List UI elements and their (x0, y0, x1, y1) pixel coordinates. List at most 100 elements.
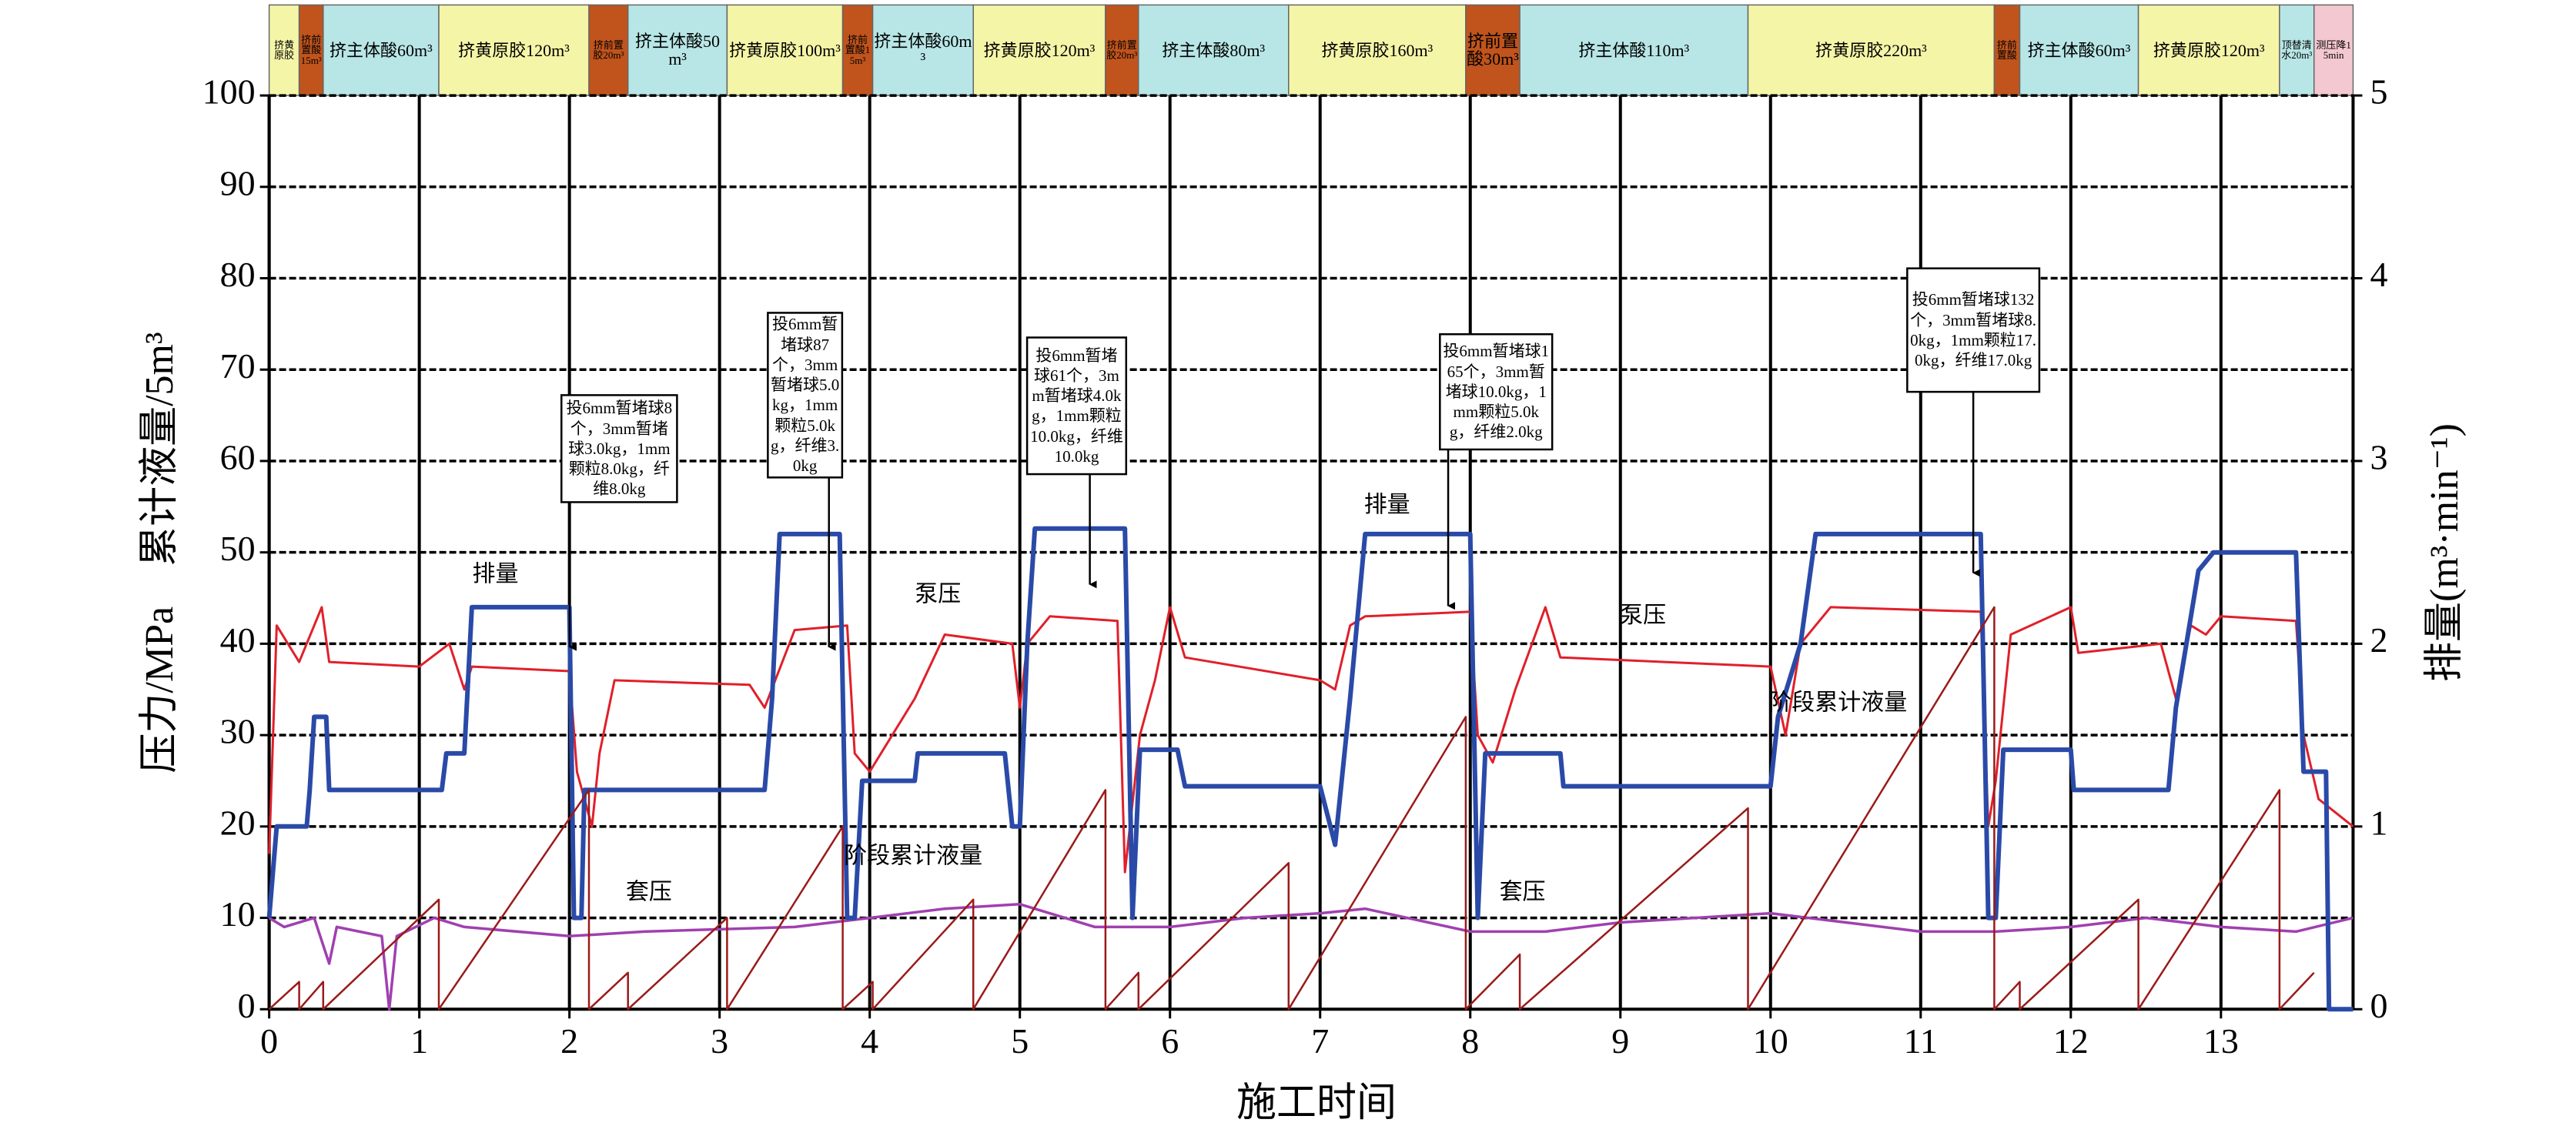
stage-block (1288, 4, 1467, 96)
y2-tick-label: 3 (2370, 438, 2387, 477)
stage-label-box: 挤主体酸80m³ (1162, 40, 1266, 60)
x-tick-label: 10 (1753, 1021, 1788, 1061)
x-tick-label: 2 (560, 1021, 578, 1061)
stage-label-box: 挤主体酸60m³ (330, 40, 433, 60)
stage-block (1465, 4, 1521, 96)
annotation-text-box: 投6mm暂堵球132个，3mm暂堵球8.0kg，1mm颗粒17.0kg，纤维17… (1910, 290, 2037, 370)
stage-block (2019, 4, 2139, 96)
stage-block (841, 4, 874, 96)
annotation-text-box: 投6mm暂堵球8个，3mm暂堵球3.0kg，1mm颗粒8.0kg，纤维8.0kg (566, 399, 673, 499)
y-tick-label: 0 (238, 986, 256, 1025)
stage-label-box: 挤黄原胶220m³ (1815, 40, 1927, 60)
y-tick-label: 90 (220, 163, 256, 202)
stage-label: 挤黄原胶220m³ (1815, 40, 1927, 60)
stage-block (268, 4, 300, 96)
stage-block (2313, 4, 2354, 96)
stage-label-box: 挤前置胶20m³ (1106, 38, 1138, 62)
annotation-text: 投6mm暂堵球8个，3mm暂堵球3.0kg，1mm颗粒8.0kg，纤维8.0kg (566, 399, 673, 499)
stage-label-box: 挤前置酸15m³ (300, 33, 322, 67)
stage-block (627, 4, 728, 96)
annotation-text-box: 投6mm暂堵球87个，3mm暂堵球5.0kg，1mm颗粒5.0kg，纤维3.0k… (770, 315, 840, 476)
stage-label: 挤主体酸60m³ (874, 32, 972, 69)
stage-label: 挤主体酸80m³ (1162, 40, 1266, 60)
y-tick-label: 50 (220, 529, 256, 568)
x-tick-label: 8 (1461, 1021, 1479, 1061)
stage-label-box: 挤黄原胶100m³ (729, 40, 841, 60)
annotation-text-box: 投6mm暂堵球165个，3mm暂堵球10.0kg，1mm颗粒5.0kg，纤维2.… (1443, 342, 1549, 441)
series-label: 排量 (1364, 493, 1410, 518)
stage-block (323, 4, 440, 96)
series-line (268, 903, 2354, 1011)
stage-label: 挤黄原胶120m³ (2153, 40, 2265, 60)
stage-block (2137, 4, 2280, 96)
x-axis-label: 施工时间 (1236, 1081, 1397, 1125)
y-tick-label: 60 (220, 438, 256, 477)
stage-block (1993, 4, 2021, 96)
stage-label-box: 挤前置酸15m³ (845, 33, 871, 67)
stage-label: 挤前置酸 (1996, 38, 2017, 62)
annotation-text: 投6mm暂堵球87个，3mm暂堵球5.0kg，1mm颗粒5.0kg，纤维3.0k… (770, 315, 840, 476)
x-tick-label: 3 (711, 1021, 728, 1061)
stage-label-box: 挤前置酸30m³ (1467, 32, 1519, 69)
stage-label-box: 挤前置胶20m³ (593, 39, 624, 60)
annotation-box (1906, 267, 2041, 393)
stage-label: 挤主体酸60m³ (330, 40, 433, 60)
y-tick-label: 30 (220, 712, 256, 751)
stage-label: 挤前置酸15m³ (300, 33, 322, 67)
stage-label: 挤黄原胶100m³ (729, 40, 841, 60)
series-label: 套压 (1500, 879, 1546, 904)
stage-label: 挤前置酸15m³ (845, 33, 871, 67)
x-tick-label: 1 (410, 1021, 428, 1061)
y-axis-label: 压力/MPa 累计液量/5m³ (138, 332, 182, 773)
x-tick-label: 13 (2203, 1021, 2239, 1061)
y2-tick-label: 1 (2370, 803, 2387, 842)
stage-label-box: 挤黄原胶 (274, 38, 295, 62)
stage-block (2279, 4, 2315, 96)
series-label: 阶段累计液量 (844, 843, 982, 868)
x-tick-label: 6 (1161, 1021, 1179, 1061)
stage-label-box: 挤黄原胶120m³ (458, 40, 570, 60)
stage-block (1138, 4, 1290, 96)
stage-label: 挤前置胶20m³ (1106, 38, 1138, 62)
series-line (268, 606, 2315, 1011)
y-tick-label: 40 (220, 620, 256, 660)
stage-label: 挤前置酸30m³ (1467, 32, 1519, 69)
series-label: 阶段累计液量 (1768, 690, 1907, 715)
stage-block (1747, 4, 1996, 96)
stage-label-box: 挤主体酸60m³ (2027, 40, 2131, 60)
stage-label-box: 挤前置酸 (1996, 38, 2017, 62)
x-tick-label: 7 (1311, 1021, 1329, 1061)
annotation-text: 投6mm暂堵球61个，3mm暂堵球4.0kg，1mm颗粒10.0kg，纤维10.… (1030, 346, 1123, 466)
y2-tick-label: 2 (2370, 620, 2387, 660)
annotation-box (767, 312, 844, 479)
annotation-box (1439, 332, 1554, 451)
stage-label-box: 挤黄原胶160m³ (1321, 40, 1434, 60)
stage-label: 测压降15min (2316, 38, 2351, 62)
y-tick-label: 70 (220, 346, 256, 386)
stage-label: 挤黄原胶120m³ (983, 40, 1096, 60)
x-tick-label: 9 (1611, 1021, 1629, 1061)
y-tick-label: 10 (220, 894, 256, 934)
x-tick-label: 4 (861, 1021, 878, 1061)
x-tick-label: 0 (260, 1021, 278, 1061)
y-tick-label: 100 (202, 72, 256, 112)
annotation-text: 投6mm暂堵球132个，3mm暂堵球8.0kg，1mm颗粒17.0kg，纤维17… (1910, 290, 2037, 370)
stage-label-box: 挤主体酸60m³ (874, 32, 972, 69)
stage-label: 挤主体酸50m³ (635, 32, 721, 69)
series-label: 排量 (472, 562, 518, 587)
stage-label-box: 顶替清水20m³ (2281, 38, 2313, 62)
stage-label: 顶替清水20m³ (2281, 38, 2313, 62)
stage-label: 挤黄原胶120m³ (458, 40, 570, 60)
stage-label: 挤主体酸110m³ (1578, 40, 1690, 60)
y2-tick-label: 5 (2370, 72, 2387, 112)
stage-label: 挤主体酸60m³ (2027, 40, 2131, 60)
stage-label: 挤黄原胶160m³ (1321, 40, 1434, 60)
series-label: 泵压 (915, 581, 961, 606)
y2-tick-label: 4 (2370, 255, 2387, 294)
stage-label-box: 挤主体酸50m³ (635, 32, 721, 69)
stage-label: 挤黄原胶 (274, 38, 295, 62)
stage-block (972, 4, 1106, 96)
stage-block (588, 4, 629, 96)
series-line (268, 606, 2354, 874)
